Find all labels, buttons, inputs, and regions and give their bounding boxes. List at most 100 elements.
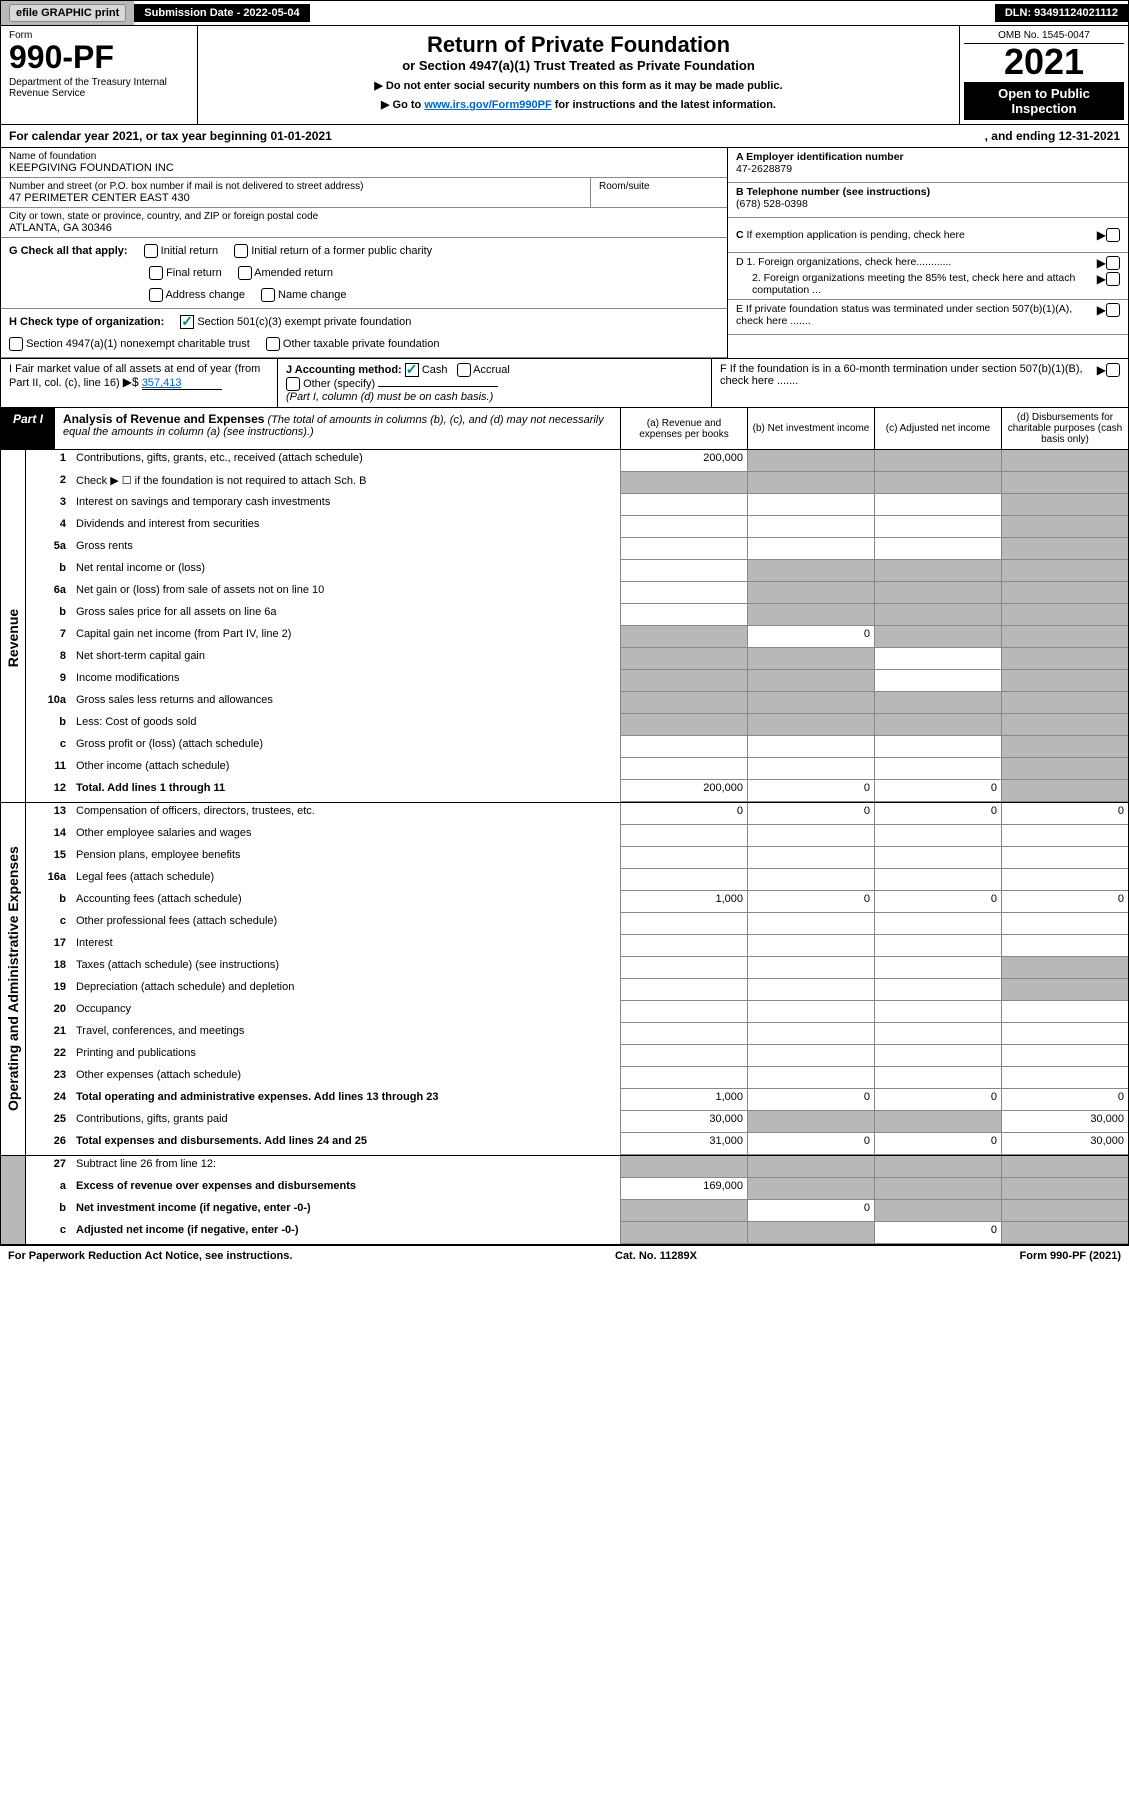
cell-b <box>747 648 874 670</box>
line-num: 5a <box>26 538 72 560</box>
line-row: 7 Capital gain net income (from Part IV,… <box>26 626 1128 648</box>
line-desc: Subtract line 26 from line 12: <box>72 1156 620 1178</box>
g-address: Address change <box>165 289 245 301</box>
cell-b <box>747 472 874 494</box>
line-num: 17 <box>26 935 72 957</box>
i-value[interactable]: 357,413 <box>142 377 222 390</box>
line-row: c Gross profit or (loss) (attach schedul… <box>26 736 1128 758</box>
cb-address[interactable] <box>149 288 163 302</box>
line-row: 14 Other employee salaries and wages <box>26 825 1128 847</box>
line-desc: Contributions, gifts, grants, etc., rece… <box>72 450 620 472</box>
cell-a <box>620 692 747 714</box>
cb-e[interactable] <box>1106 303 1120 317</box>
entity-right: A Employer identification number 47-2628… <box>727 148 1128 358</box>
cb-f[interactable] <box>1106 363 1120 377</box>
cell-a <box>620 714 747 736</box>
other-specify-field[interactable] <box>378 386 498 387</box>
submission-date: Submission Date - 2022-05-04 <box>134 4 309 22</box>
line-row: 26 Total expenses and disbursements. Add… <box>26 1133 1128 1155</box>
info2-pre: ▶ Go to <box>381 99 424 111</box>
a-label: A Employer identification number <box>736 151 904 163</box>
line-desc: Legal fees (attach schedule) <box>72 869 620 891</box>
line-row: 23 Other expenses (attach schedule) <box>26 1067 1128 1089</box>
form-subtitle: or Section 4947(a)(1) Trust Treated as P… <box>218 58 939 73</box>
g-label: G Check all that apply: <box>9 245 128 257</box>
room-cell: Room/suite <box>590 178 727 208</box>
line-num: 8 <box>26 648 72 670</box>
foundation-name-cell: Name of foundation KEEPGIVING FOUNDATION… <box>1 148 727 178</box>
cb-amended[interactable] <box>238 266 252 280</box>
line-num: c <box>26 913 72 935</box>
cell-c <box>874 1111 1001 1133</box>
header-left: Form 990-PF Department of the Treasury I… <box>1 26 198 124</box>
cell-c <box>874 626 1001 648</box>
g-row: G Check all that apply: Initial return I… <box>1 238 727 309</box>
line-num: 27 <box>26 1156 72 1178</box>
cell-d <box>1001 1200 1128 1222</box>
cell-d <box>1001 736 1128 758</box>
calendar-year-row: For calendar year 2021, or tax year begi… <box>0 125 1129 148</box>
line-desc: Contributions, gifts, grants paid <box>72 1111 620 1133</box>
line-num: 13 <box>26 803 72 825</box>
cb-c[interactable] <box>1106 228 1120 242</box>
line-num: 7 <box>26 626 72 648</box>
cell-c <box>874 1023 1001 1045</box>
efile-button[interactable]: efile GRAPHIC print <box>9 4 126 22</box>
cb-sec501[interactable] <box>180 315 194 329</box>
cb-initial-former[interactable] <box>234 244 248 258</box>
cell-b: 0 <box>747 626 874 648</box>
cb-final[interactable] <box>149 266 163 280</box>
cb-other[interactable] <box>286 377 300 391</box>
line-row: 1 Contributions, gifts, grants, etc., re… <box>26 450 1128 472</box>
cb-d1[interactable] <box>1106 256 1120 270</box>
cb-cash[interactable] <box>405 363 419 377</box>
cb-name-change[interactable] <box>261 288 275 302</box>
cell-c <box>874 1178 1001 1200</box>
cb-other-taxable[interactable] <box>266 337 280 351</box>
cell-a <box>620 472 747 494</box>
cb-sec4947[interactable] <box>9 337 23 351</box>
b-label: B Telephone number (see instructions) <box>736 186 930 198</box>
line-num: 11 <box>26 758 72 780</box>
cell-b <box>747 450 874 472</box>
cell-b <box>747 825 874 847</box>
cell-a: 200,000 <box>620 780 747 802</box>
cell-c <box>874 560 1001 582</box>
d1-label: D 1. Foreign organizations, check here..… <box>736 256 1097 270</box>
line-desc: Accounting fees (attach schedule) <box>72 891 620 913</box>
cell-a <box>620 1023 747 1045</box>
revenue-label: Revenue <box>5 538 21 738</box>
arrow-icon: ▶$ <box>123 375 139 389</box>
cell-b <box>747 957 874 979</box>
irs-link[interactable]: www.irs.gov/Form990PF <box>424 99 551 111</box>
cb-accrual[interactable] <box>457 363 471 377</box>
cell-a <box>620 670 747 692</box>
line-row: 25 Contributions, gifts, grants paid 30,… <box>26 1111 1128 1133</box>
cell-d <box>1001 648 1128 670</box>
g-name-change: Name change <box>278 289 347 301</box>
city-cell: City or town, state or province, country… <box>1 208 727 238</box>
cell-d <box>1001 913 1128 935</box>
line-row: 13 Compensation of officers, directors, … <box>26 803 1128 825</box>
dln-label: DLN: 93491124021112 <box>995 4 1128 22</box>
line-row: 27 Subtract line 26 from line 12: <box>26 1156 1128 1178</box>
line-row: 16a Legal fees (attach schedule) <box>26 869 1128 891</box>
line-desc: Travel, conferences, and meetings <box>72 1023 620 1045</box>
cell-c <box>874 670 1001 692</box>
cell-c <box>874 692 1001 714</box>
line-num: 26 <box>26 1133 72 1155</box>
g-initial-former: Initial return of a former public charit… <box>251 245 432 257</box>
cell-b: 0 <box>747 1089 874 1111</box>
entity-block: Name of foundation KEEPGIVING FOUNDATION… <box>0 148 1129 359</box>
cb-d2[interactable] <box>1106 272 1120 286</box>
cat-no: Cat. No. 11289X <box>615 1250 697 1262</box>
line-desc: Check ▶ ☐ if the foundation is not requi… <box>72 472 620 494</box>
cb-initial[interactable] <box>144 244 158 258</box>
ein-row: A Employer identification number 47-2628… <box>728 148 1128 183</box>
header-center: Return of Private Foundation or Section … <box>198 26 959 124</box>
street-value: 47 PERIMETER CENTER EAST 430 <box>9 192 582 204</box>
line-desc: Total. Add lines 1 through 11 <box>72 780 620 802</box>
line-desc: Other expenses (attach schedule) <box>72 1067 620 1089</box>
col-a-header: (a) Revenue and expenses per books <box>620 408 747 449</box>
top-bar: efile GRAPHIC print Submission Date - 20… <box>0 0 1129 26</box>
